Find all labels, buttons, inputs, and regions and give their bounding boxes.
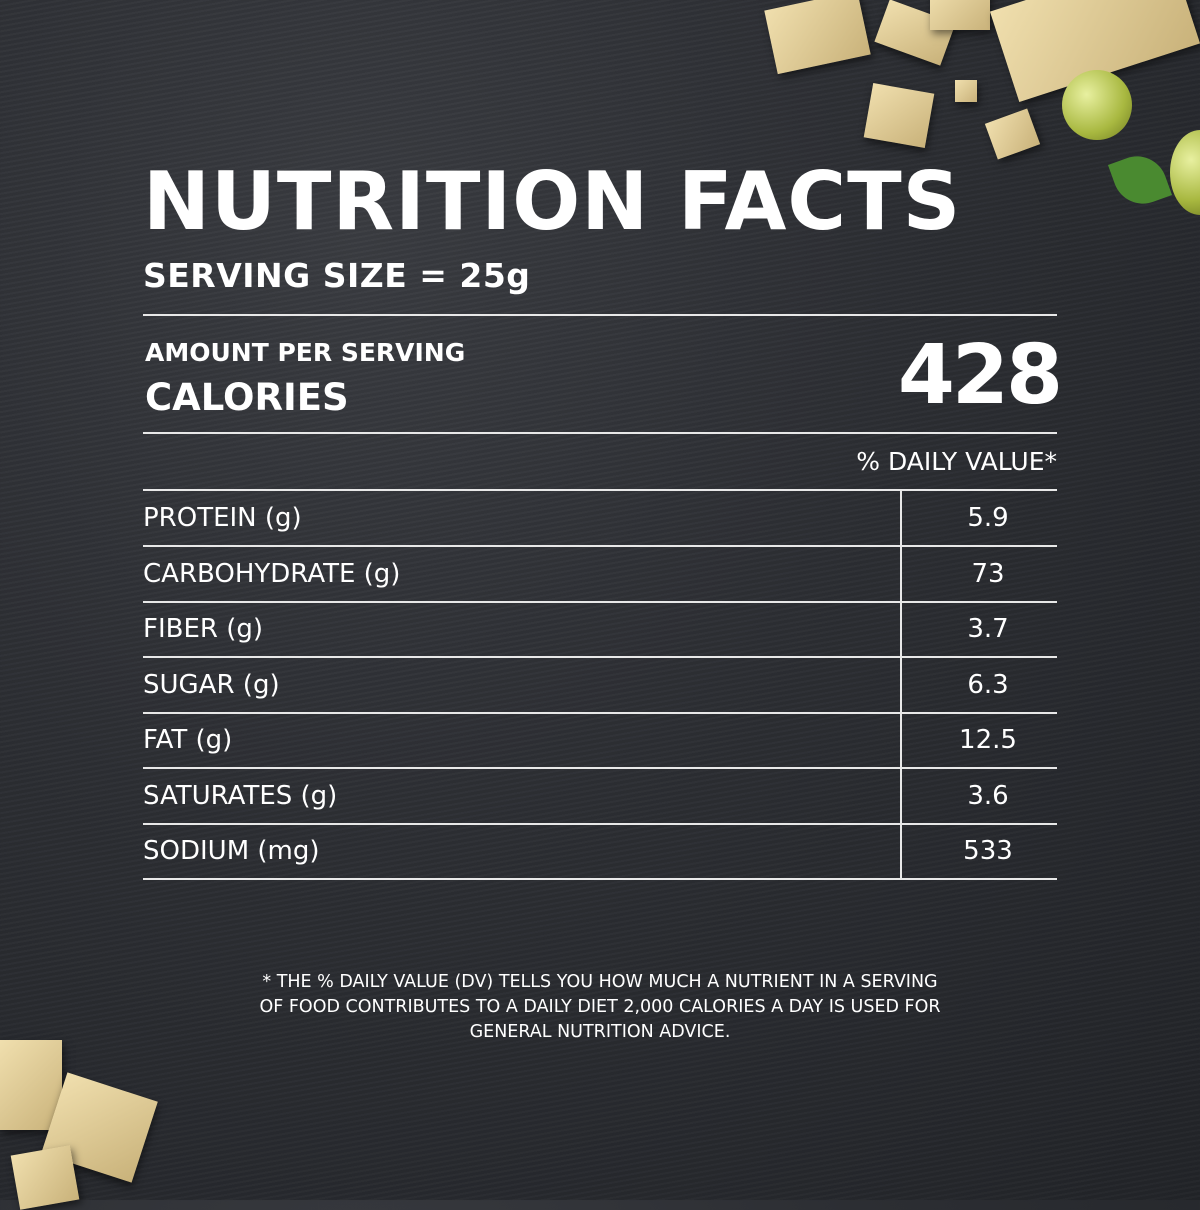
calories-value: 428 <box>897 328 1063 423</box>
divider <box>143 489 1057 491</box>
serving-size: SERVING SIZE = 25g <box>143 256 531 295</box>
amount-per-serving-label: AMOUNT PER SERVING <box>145 338 466 367</box>
calories-label: CALORIES <box>145 376 349 419</box>
nutrient-name: SODIUM (mg) <box>143 836 320 866</box>
page-title: NUTRITION FACTS <box>143 155 962 248</box>
table-row: FIBER (g) 3.7 <box>143 602 1057 658</box>
nutrient-name: FIBER (g) <box>143 614 264 644</box>
column-divider <box>900 490 902 879</box>
nutrient-name: SUGAR (g) <box>143 669 280 700</box>
nutrient-value: 3.6 <box>967 780 1009 811</box>
nutrient-value: 6.3 <box>967 669 1009 700</box>
table-row: SUGAR (g) 6.3 <box>143 658 1057 714</box>
nutrient-value: 533 <box>963 836 1013 866</box>
nutrient-name: FAT (g) <box>143 725 233 755</box>
nutrient-value: 73 <box>971 558 1005 589</box>
daily-value-header: % DAILY VALUE* <box>856 447 1057 476</box>
table-row: SATURATES (g) 3.6 <box>143 769 1057 825</box>
nutrient-value: 3.7 <box>967 614 1009 644</box>
nutrient-name: SATURATES (g) <box>143 780 338 811</box>
nutrient-name: PROTEIN (g) <box>143 503 302 533</box>
table-row: SODIUM (mg) 533 <box>143 824 1057 880</box>
nutrient-value: 12.5 <box>959 725 1017 755</box>
footnote: * THE % DAILY VALUE (DV) TELLS YOU HOW M… <box>259 972 941 1042</box>
table-row: FAT (g) 12.5 <box>143 713 1057 769</box>
divider <box>143 432 1057 434</box>
table-row: CARBOHYDRATE (g) 73 <box>143 547 1057 603</box>
table-row: PROTEIN (g) 5.9 <box>143 491 1057 547</box>
nutrient-value: 5.9 <box>967 503 1009 533</box>
nutrient-name: CARBOHYDRATE (g) <box>143 558 401 589</box>
divider <box>143 314 1057 316</box>
